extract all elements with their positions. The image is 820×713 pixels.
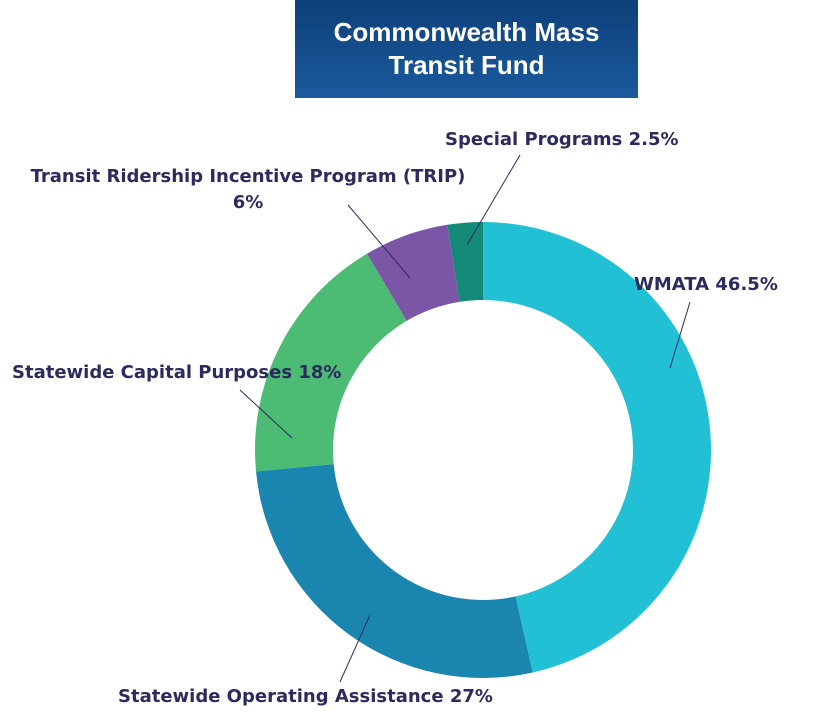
category-label: Special Programs [445, 129, 623, 150]
leader-line [339, 614, 371, 683]
value-label: 46.5% [715, 274, 778, 295]
slice-label: Statewide Capital Purposes 18% [12, 360, 341, 386]
donut-slice [447, 222, 483, 302]
category-label: WMATA [634, 274, 710, 295]
leader-line [466, 154, 521, 246]
slice-label: Transit Ridership Incentive Program (TRI… [28, 164, 468, 216]
slice-label: Special Programs 2.5% [445, 127, 679, 153]
slice-label: WMATA 46.5% [634, 272, 778, 298]
slice-label: Statewide Operating Assistance 27% [118, 684, 493, 710]
leader-line [347, 204, 411, 279]
category-label: Statewide Capital Purposes [12, 362, 293, 383]
value-label: 27% [449, 686, 493, 707]
leader-line [239, 389, 293, 439]
value-label: 6% [232, 192, 264, 213]
chart-title: Commonwealth Mass Transit Fund [295, 0, 638, 98]
category-label: Statewide Operating Assistance [118, 686, 444, 707]
value-label: 2.5% [628, 129, 679, 150]
donut-slice [366, 224, 460, 321]
value-label: 18% [298, 362, 342, 383]
donut-slice [256, 464, 533, 678]
donut-slice [255, 253, 407, 472]
category-label: Transit Ridership Incentive Program (TRI… [30, 166, 466, 187]
leader-line [669, 301, 691, 369]
donut-slice [483, 222, 711, 673]
